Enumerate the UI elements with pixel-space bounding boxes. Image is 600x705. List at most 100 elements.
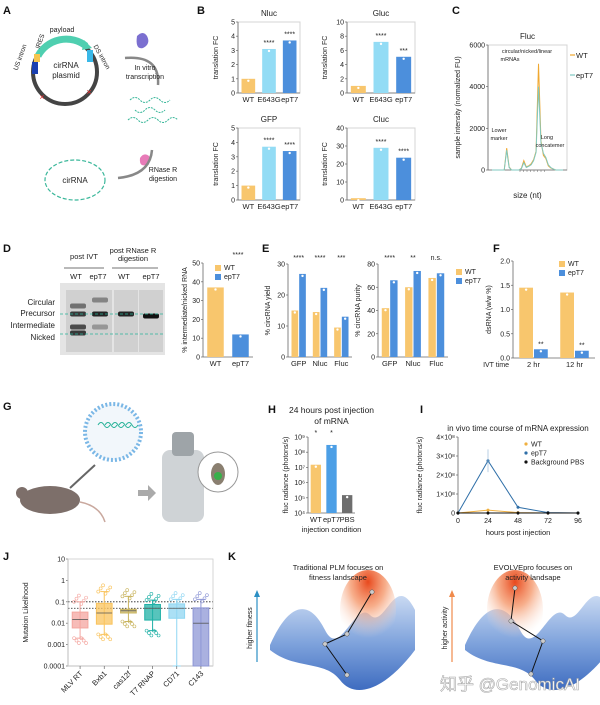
- x-tick-label: 96: [574, 518, 582, 525]
- annotation: mRNAs: [501, 57, 520, 63]
- y-tick-label: 0.01: [51, 621, 65, 628]
- y-tick-label: 10⁴: [294, 511, 305, 518]
- y-tick-label: 0: [281, 355, 285, 362]
- significance-label: *: [314, 430, 317, 437]
- outlier-point: [125, 588, 130, 592]
- y-axis-label: sample intensity (normalized FU): [455, 56, 462, 158]
- x-category-label: epT7: [323, 515, 340, 524]
- path-node: [540, 638, 546, 644]
- y-tick-label: 0.0: [500, 356, 510, 363]
- y-tick-label: 0.001: [47, 642, 65, 649]
- legend-label: WT: [531, 442, 543, 449]
- outlier-point: [151, 628, 156, 633]
- y-tick-label: 0.1: [55, 599, 65, 606]
- panel-label: D: [3, 243, 11, 255]
- bar: [341, 495, 353, 513]
- payload-arc: [34, 35, 89, 58]
- mrna-cargo: [125, 422, 139, 428]
- y-tick-label: 10: [336, 20, 344, 27]
- ires-segment: [34, 54, 40, 62]
- replicate-dot: [430, 278, 434, 282]
- bar: [334, 327, 341, 357]
- outlier-point: [120, 619, 125, 624]
- y-tick-label: 10⁸: [294, 450, 305, 457]
- in-vivo-illustration: [16, 402, 239, 523]
- y-tick-label: 20: [367, 331, 375, 338]
- outlier-point: [178, 596, 183, 601]
- y-axis-label: fluc radiance (photons/s): [283, 437, 290, 514]
- x-category-label: CD71: [161, 669, 181, 689]
- y-tick-label: 0.0001: [44, 664, 66, 671]
- lnp-icon: [83, 402, 143, 462]
- box: [168, 603, 186, 619]
- outlier-point: [106, 588, 110, 593]
- panel-label: F: [493, 243, 500, 255]
- outlier-point: [200, 599, 204, 604]
- outlier-point: [103, 591, 108, 596]
- payload-label: payload: [50, 27, 75, 34]
- data-point: [486, 508, 490, 512]
- y-axis-label: translation FC: [213, 36, 220, 80]
- outlier-point: [132, 624, 137, 629]
- mouse-head: [16, 487, 28, 499]
- plasmid-label: plasmid: [52, 71, 80, 80]
- landscape-illustration: higher fitness Traditional PLM focuses on…: [247, 563, 415, 690]
- x-category-label: E643G: [257, 202, 281, 211]
- optimization-path: [324, 591, 373, 676]
- mrna-cargo: [104, 422, 118, 428]
- replicate-dot: [288, 151, 291, 155]
- significance-label: ****: [293, 255, 304, 262]
- outlier-point: [205, 593, 209, 597]
- y-axis-label: translation FC: [213, 142, 220, 186]
- x-category-label: WT: [352, 202, 364, 211]
- replicate-dot: [580, 351, 584, 354]
- x-category-label: MLV RT: [59, 669, 85, 695]
- payload-arrowhead: [82, 40, 92, 50]
- bar: [390, 280, 398, 357]
- y-tick-label: 40: [367, 308, 375, 315]
- panel-label: K: [228, 551, 236, 563]
- plot-frame: [67, 558, 214, 667]
- y-tick-label: 2: [231, 169, 235, 176]
- legend-label: epT7: [531, 451, 547, 458]
- outlier-point: [84, 641, 88, 645]
- chart-0: 0 1 2 3 4 5 translation FC Nluc WT **** E643G **** e…: [213, 9, 301, 104]
- x-axis-label: IVT time: [483, 362, 509, 369]
- bar: [381, 308, 390, 357]
- chart-6: 0 10 20 30 % circRNA yield **** GFP **** Nluc ***…: [265, 255, 352, 368]
- outlier-point: [149, 592, 154, 596]
- replicate-dot: [247, 186, 250, 189]
- legend-swatch: [559, 270, 565, 276]
- bar: [262, 146, 276, 200]
- chart-1: 0 2 4 6 8 10 translation FC Gluc WT **** E643G *** e…: [322, 9, 416, 104]
- lane-label: WT: [70, 272, 82, 281]
- significance-label: **: [410, 255, 416, 262]
- legend-label: Background PBS: [531, 460, 585, 467]
- bar: [396, 56, 412, 93]
- data-point: [516, 505, 520, 509]
- bar: [291, 310, 299, 357]
- bar: [436, 273, 445, 357]
- bar: [232, 334, 249, 357]
- significance-label: ****: [233, 252, 244, 259]
- chart-title: in vivo time course of mRNA expression: [447, 424, 588, 433]
- x-tick-label: 72: [544, 518, 552, 525]
- y-tick-label: 0: [481, 168, 485, 175]
- x-category-label: GFP: [382, 359, 397, 368]
- outlier-point: [79, 602, 84, 606]
- significance-label: ****: [264, 138, 275, 145]
- gel-band: [70, 330, 86, 336]
- path-node: [508, 618, 514, 624]
- x-category-label: WT: [310, 515, 322, 524]
- y-axis-label: translation FC: [322, 142, 329, 186]
- y-axis-label: fluc radiance (photons/s): [417, 437, 424, 514]
- outlier-point: [197, 591, 202, 595]
- plasmid-label: cirRNA: [53, 61, 79, 70]
- annotation: concatemer: [536, 143, 565, 149]
- band-label: Circular: [27, 298, 55, 307]
- axis-arrowhead: [449, 590, 455, 597]
- replicate-dot: [416, 271, 419, 275]
- outlier-point: [149, 633, 154, 638]
